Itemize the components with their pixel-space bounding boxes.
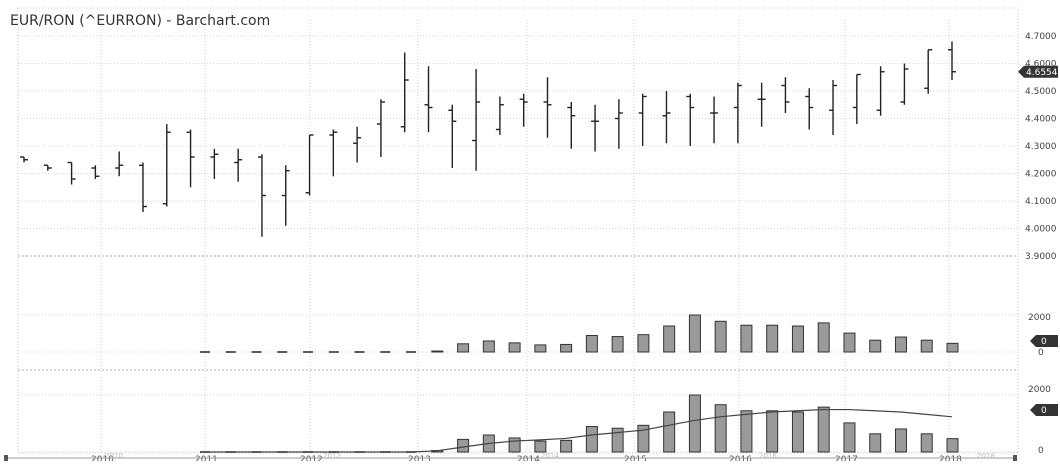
last-price-badge: [1018, 65, 1058, 78]
volume-bar: [946, 342, 959, 353]
volume-bar: [585, 334, 598, 353]
volume-badge-label: 0: [1041, 337, 1047, 347]
volume-lower-bar: [560, 439, 573, 453]
last-price-label: 4.6554: [1026, 68, 1058, 78]
plot-frame: [17, 7, 1019, 454]
x-tick-label: 2012: [300, 455, 323, 461]
scrollbar-tick-label: 2016: [759, 452, 777, 460]
volume-bar: [740, 324, 753, 353]
price-tick-label: 4.1000: [1025, 197, 1057, 207]
price-tick-label: 4.7000: [1025, 32, 1057, 42]
volume-bar: [457, 343, 470, 353]
x-tick-label: 2016: [729, 455, 752, 461]
volume-bar: [714, 320, 727, 353]
x-tick-label: 2010: [91, 455, 114, 461]
x-tick-label: 2013: [408, 455, 431, 461]
volume-bar: [791, 325, 804, 353]
volume-lower-bar: [457, 438, 470, 453]
volume-bar: [508, 342, 521, 353]
price-tick-label: 4.5000: [1025, 87, 1057, 97]
volume-lower-bar: [894, 428, 907, 453]
volume-lower-badge: [1030, 404, 1058, 416]
x-tick-label: 2018: [939, 455, 962, 461]
x-tick-label: 2017: [835, 455, 858, 461]
volume-lower-bar: [843, 422, 856, 453]
price-tick-label: 4.6000: [1025, 60, 1057, 70]
chart-title: EUR/RON (^EURRON) - Barchart.com: [10, 13, 270, 29]
scrollbar-tick-label: 2014: [541, 452, 559, 460]
volume-bar: [663, 325, 676, 353]
volume-lower-badge-label: 0: [1041, 406, 1047, 416]
volume-bar: [688, 314, 701, 353]
volume-bar: [894, 336, 907, 353]
volume-bar: [869, 339, 882, 353]
volume-lower-bar: [508, 437, 521, 453]
volume-moving-average: [205, 408, 953, 453]
scrollbar-tick-label: 2010: [105, 452, 123, 460]
volume-tick-label: 0: [1038, 348, 1044, 358]
volume-tick-label: 2000: [1028, 385, 1051, 395]
volume-tick-label: 0: [1038, 446, 1044, 456]
price-tick-label: 3.9000: [1025, 252, 1057, 262]
scrollbar-tick-label: 2012: [323, 452, 341, 460]
volume-bar: [920, 339, 933, 353]
volume-bar: [817, 322, 830, 353]
scrollbar-handle-left[interactable]: [4, 455, 8, 461]
volume-lower-bar: [663, 411, 676, 453]
volume-lower-bar: [688, 394, 701, 453]
volume-lower-bar: [637, 424, 650, 453]
x-tick-label: 2014: [517, 455, 540, 461]
volume-lower-bar: [946, 438, 959, 453]
price-tick-label: 4.0000: [1025, 225, 1057, 235]
x-tick-label: 2011: [195, 455, 218, 461]
scrollbar-tick-label: 2018: [977, 452, 995, 460]
volume-bar: [431, 350, 444, 353]
volume-bar: [482, 340, 495, 353]
price-tick-label: 4.2000: [1025, 170, 1057, 180]
price-tick-label: 4.4000: [1025, 115, 1057, 125]
volume-lower-bar: [920, 433, 933, 453]
volume-bar: [637, 334, 650, 353]
price-tick-label: 4.3000: [1025, 142, 1057, 152]
volume-badge: [1030, 335, 1058, 347]
volume-lower-bar: [740, 410, 753, 453]
volume-lower-bar: [791, 411, 804, 453]
volume-bar: [766, 324, 779, 353]
volume-lower-bar: [585, 426, 598, 453]
volume-lower-bar: [611, 427, 624, 453]
volume-lower-bar: [869, 433, 882, 453]
volume-bar: [611, 336, 624, 353]
volume-bar: [560, 343, 573, 353]
volume-bar: [843, 332, 856, 353]
volume-lower-bar: [817, 406, 830, 453]
x-tick-label: 2015: [624, 455, 647, 461]
volume-lower-bar: [534, 440, 547, 453]
volume-lower-bar: [766, 410, 779, 453]
volume-lower-bar: [714, 404, 727, 453]
scrollbar-handle-right[interactable]: [1013, 455, 1017, 461]
volume-bar: [534, 344, 547, 353]
volume-tick-label: 2000: [1028, 313, 1051, 323]
